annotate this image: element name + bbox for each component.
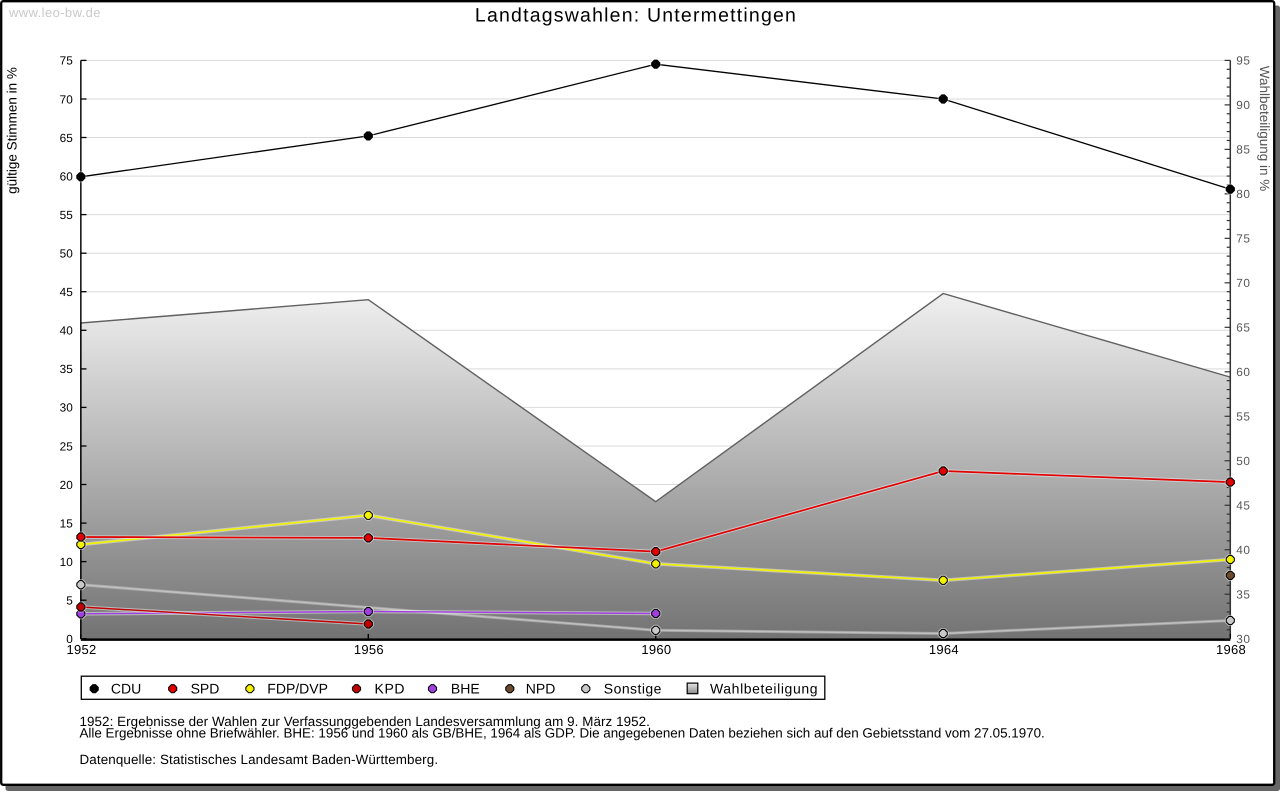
svg-text:KPD: KPD [375, 680, 406, 696]
svg-text:Sonstige: Sonstige [604, 680, 662, 696]
svg-text:Datenquelle: Statistisches Lan: Datenquelle: Statistisches Landesamt Bad… [80, 752, 439, 767]
svg-text:CDU: CDU [111, 680, 141, 696]
svg-text:Alle Ergebnisse ohne Briefwähl: Alle Ergebnisse ohne Briefwähler. BHE: 1… [80, 726, 1045, 741]
svg-text:40: 40 [60, 324, 74, 338]
svg-text:75: 75 [1236, 232, 1250, 246]
svg-text:95: 95 [1236, 54, 1250, 68]
svg-text:NPD: NPD [526, 680, 556, 696]
svg-text:85: 85 [1236, 143, 1250, 157]
svg-text:25: 25 [60, 439, 74, 453]
svg-text:90: 90 [1236, 98, 1250, 112]
svg-text:BHE: BHE [451, 680, 480, 696]
svg-text:55: 55 [60, 208, 74, 222]
svg-text:1956: 1956 [354, 642, 384, 657]
svg-text:10: 10 [60, 555, 74, 569]
svg-text:60: 60 [1236, 365, 1250, 379]
svg-text:FDP/DVP: FDP/DVP [267, 680, 328, 696]
svg-text:35: 35 [60, 362, 74, 376]
svg-text:65: 65 [60, 131, 74, 145]
svg-text:45: 45 [1236, 499, 1250, 513]
svg-text:45: 45 [60, 285, 74, 299]
svg-text:30: 30 [60, 401, 74, 415]
svg-text:70: 70 [1236, 276, 1250, 290]
svg-text:50: 50 [60, 247, 74, 261]
svg-text:gültige Stimmen in %: gültige Stimmen in % [5, 67, 20, 194]
svg-text:www.leo-bw.de: www.leo-bw.de [8, 5, 101, 20]
svg-text:50: 50 [1236, 454, 1250, 468]
svg-text:Wahlbeteiligung: Wahlbeteiligung [710, 680, 818, 696]
svg-text:65: 65 [1236, 321, 1250, 335]
svg-text:60: 60 [60, 169, 74, 183]
svg-text:70: 70 [60, 92, 74, 106]
svg-text:Landtagswahlen: Untermettingen: Landtagswahlen: Untermettingen [475, 4, 797, 26]
svg-text:20: 20 [60, 478, 74, 492]
svg-text:15: 15 [60, 516, 74, 530]
svg-text:Wahlbeteiligung in %: Wahlbeteiligung in % [1257, 66, 1272, 192]
svg-text:1968: 1968 [1216, 642, 1246, 657]
svg-text:1964: 1964 [929, 642, 959, 657]
svg-text:1960: 1960 [641, 642, 671, 657]
svg-text:1952: 1952 [66, 642, 96, 657]
svg-text:SPD: SPD [191, 680, 220, 696]
svg-text:75: 75 [60, 54, 74, 68]
svg-text:40: 40 [1236, 543, 1250, 557]
svg-text:35: 35 [1236, 588, 1250, 602]
svg-text:80: 80 [1236, 187, 1250, 201]
svg-text:5: 5 [66, 594, 73, 608]
svg-text:55: 55 [1236, 410, 1250, 424]
